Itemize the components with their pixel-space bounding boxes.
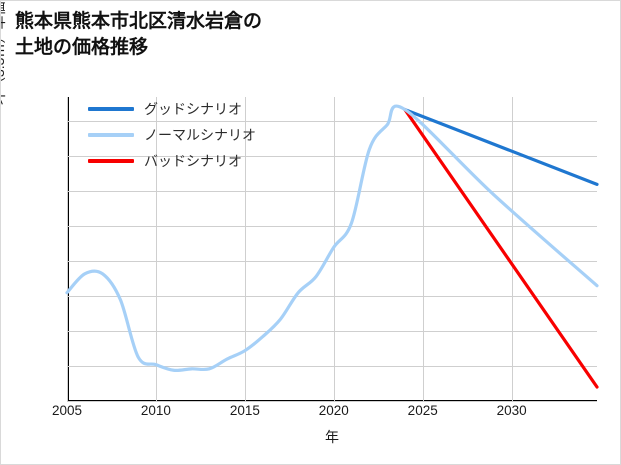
gridline-vertical [244, 97, 246, 401]
series-line-bad [403, 107, 599, 389]
series-plot [65, 104, 599, 389]
plot-frame [67, 97, 597, 402]
legend-label: バッドシナリオ [144, 153, 242, 169]
series-line-normal [65, 104, 599, 373]
legend-entry-bad-scenario[interactable]: バッドシナリオ [88, 153, 256, 169]
x-tick-label: 2005 [51, 403, 83, 418]
gridline-horizontal [67, 331, 597, 333]
gridline-horizontal [67, 226, 597, 228]
gridline-vertical [67, 97, 68, 401]
x-axis-title: 年 [325, 429, 339, 445]
gridline-vertical [155, 97, 157, 401]
gridline-vertical [422, 97, 424, 401]
y-axis-line [67, 97, 69, 401]
chart-legend: グッドシナリオ ノーマルシナリオ バッドシナリオ [88, 101, 256, 169]
x-tick-label: 2025 [407, 403, 438, 418]
gridline-horizontal [67, 296, 597, 298]
x-tick-label: 2030 [496, 403, 527, 418]
legend-swatch-icon [88, 107, 134, 111]
gridline-horizontal [67, 401, 597, 402]
series-line-good [403, 107, 599, 186]
x-tick-label: 2020 [318, 403, 349, 418]
x-tick-label: 2010 [140, 403, 171, 418]
legend-label: ノーマルシナリオ [144, 127, 256, 143]
legend-entry-normal-scenario[interactable]: ノーマルシナリオ [88, 127, 256, 143]
legend-swatch-icon [88, 133, 134, 137]
gridline-horizontal [67, 366, 597, 368]
gridline-vertical [511, 97, 513, 401]
gridline-horizontal [67, 121, 597, 123]
x-tick-label: 2015 [229, 403, 260, 418]
page-title: 熊本県熊本市北区清水岩倉の 土地の価格推移 [15, 11, 263, 59]
gridline-horizontal [67, 191, 597, 193]
y-axis-title: 坪（3.3㎡）単価（万円） [0, 0, 7, 105]
legend-swatch-icon [88, 159, 134, 163]
plot-area: 13.013.514.014.515.015.516.016.517.0 200… [52, 97, 599, 445]
legend-entry-good-scenario[interactable]: グッドシナリオ [88, 101, 256, 117]
legend-label: グッドシナリオ [144, 101, 242, 117]
gridline-horizontal [67, 156, 597, 158]
gridline-horizontal [67, 261, 597, 263]
